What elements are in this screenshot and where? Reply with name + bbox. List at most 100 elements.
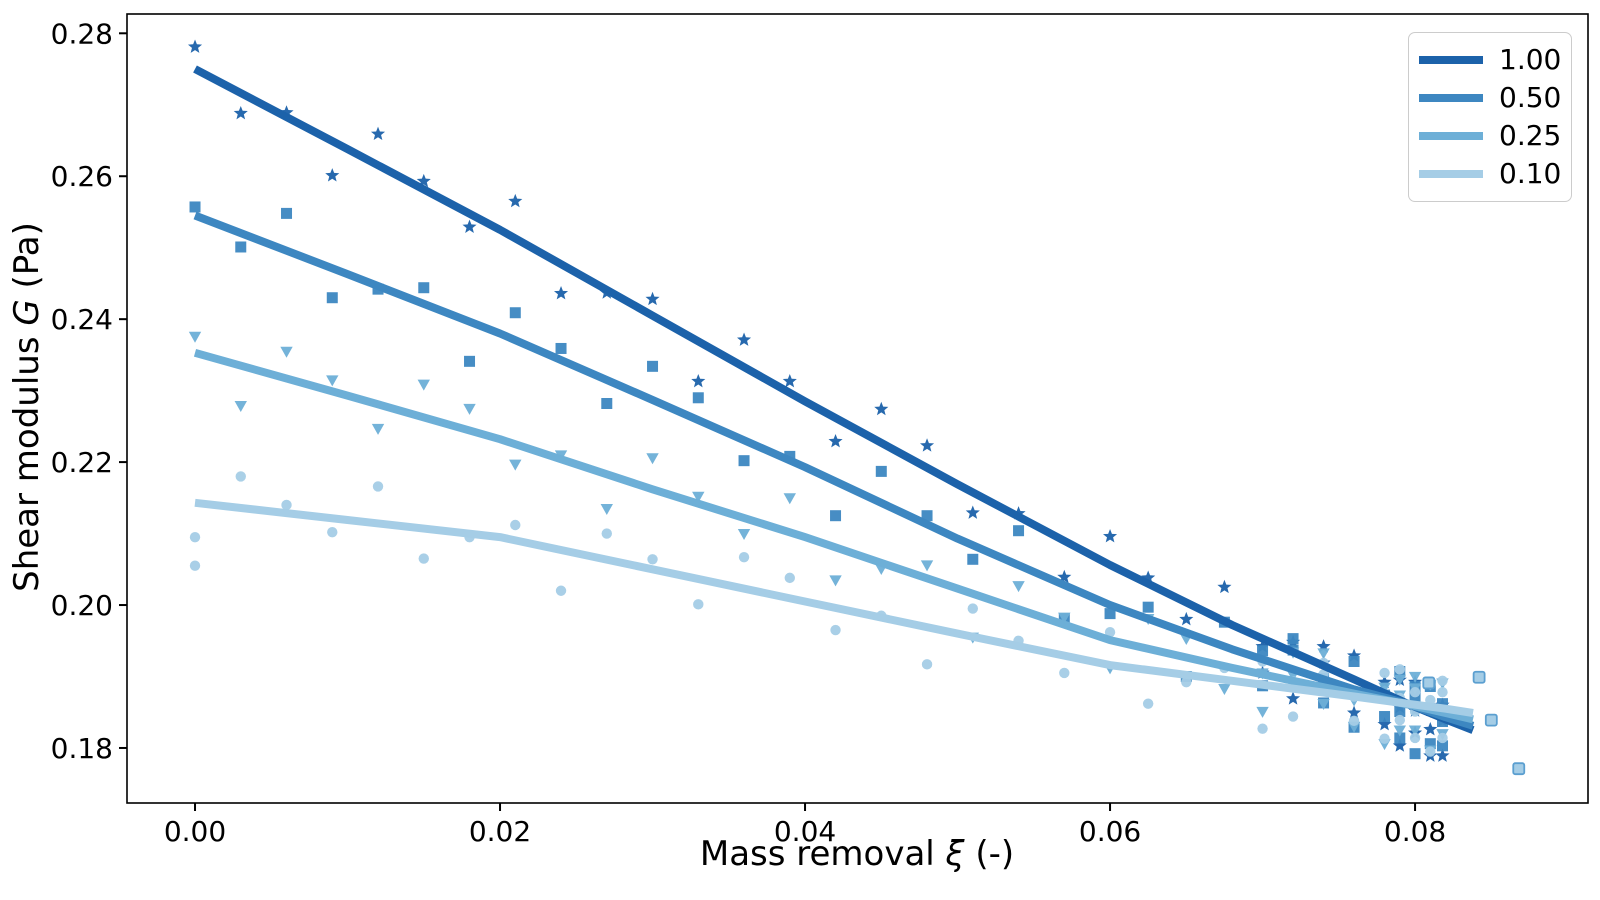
axis-ticks: 0.00 0.02 0.04 0.06 0.08 0.18 0.20 0.22 0.24 0.26… [51,17,1447,848]
scatter-point-circle [784,572,795,584]
scatter-point-star [1435,748,1450,762]
scatter-point-square [1348,655,1360,667]
scatter-point-star [1316,639,1331,653]
g-symbol: G [7,299,47,326]
legend-label-s010: 0.10 [1499,157,1562,190]
outlier-points [1422,670,1526,776]
legend-swatch-s100 [1419,56,1483,64]
legend-item-s025: 0.25 [1419,122,1571,150]
scatter-point-star [1377,674,1392,689]
scatter-series-s010 [189,471,1448,757]
scatter-point-circle [830,624,841,636]
legend-label-s025: 0.25 [1499,119,1562,152]
scatter-point-star [279,105,294,119]
scatter-point-star [691,373,706,388]
scatter-point-circle [1379,733,1390,744]
y-axis-label-text: Shear modulus [7,325,47,592]
x-axis-label: Mass removal ξ (-) [557,834,1157,874]
scatter-point-star [1347,648,1362,662]
scatter-point-triangle [1256,706,1269,718]
scatter-point-circle [1287,711,1299,722]
scatter-point-square [1394,732,1406,744]
scatter-point-star [1377,716,1392,731]
scatter-point-square [509,307,521,319]
scatter-point-triangle [1058,612,1071,624]
scatter-point-circle [1394,664,1406,675]
scatter-point-star [462,219,477,233]
scatter-point-star [1286,691,1301,705]
scatter-point-square [1142,601,1154,613]
scatter-point-square [1287,633,1299,645]
scatter-point-circle [921,659,933,670]
x-tick-label: 0.04 [774,815,836,848]
legend-item-s100: 1.00 [1419,46,1571,74]
scatter-point-circle [418,553,429,564]
scatter-point-square [647,360,659,372]
scatter-point-star [1057,569,1072,584]
scatter-point-triangle [188,331,202,343]
scatter-point-triangle [280,346,293,358]
trend-line-s010 [194,498,1474,717]
plot-area-border [126,13,1589,804]
legend-item-s010: 0.10 [1419,160,1571,188]
scatter-point-star [1423,721,1438,736]
scatter-point-circle [235,471,246,482]
y-axis-label: Shear modulus G (Pa) [7,107,53,707]
scatter-point-square [418,282,430,294]
scatter-point-circle [1142,698,1154,709]
y-tick-label: 0.22 [51,446,113,479]
scatter-point-star [737,332,752,346]
legend-swatch-s010 [1419,170,1483,178]
scatter-point-square [601,397,613,409]
scatter-point-triangle [600,503,613,515]
scatter-point-star [1141,570,1156,584]
scatter-point-circle [1181,677,1192,688]
scatter-point-circle [738,551,750,563]
scatter-point-square [1394,706,1406,718]
scatter-point-star [416,173,431,188]
xi-symbol: ξ [945,834,965,874]
scatter-point-triangle [783,493,796,505]
scatter-point-square [875,465,887,477]
scatter-point-star [508,193,523,208]
scatter-point-square [1424,738,1436,750]
scatter-point-square [967,553,979,565]
scatter-point-triangle [1378,682,1391,694]
scatter-point-triangle [1317,699,1330,711]
scatter-point-circle [647,554,658,565]
scatter-point-triangle [326,375,339,387]
scatter-point-star [187,39,203,53]
scatter-point-triangle [509,459,522,471]
scatter-point-square [1437,740,1449,752]
x-tick-label: 0.08 [1384,815,1446,848]
scatter-point-star [1347,705,1362,719]
scatter-point-star [874,401,889,416]
scatter-point-square [921,510,933,522]
scatter-point-star [1392,738,1407,752]
y-tick-label: 0.28 [51,17,113,50]
outlier-square [1422,676,1436,690]
scatter-point-square [692,392,704,404]
x-axis-label-unit: (-) [964,834,1015,874]
outlier-square [1484,713,1498,727]
scatter-point-star [645,291,660,306]
x-tick-label: 0.06 [1079,815,1141,848]
scatter-point-circle [281,499,292,511]
x-tick-label: 0.00 [164,815,226,848]
legend-label-s050: 0.50 [1499,81,1562,114]
scatter-point-triangle [646,453,659,465]
scatter-point-square [281,207,293,219]
scatter-point-triangle [417,379,430,391]
scatter-point-square [1409,748,1421,760]
scatter-point-square [830,510,842,522]
y-tick-label: 0.20 [51,589,113,622]
scatter-point-circle [1104,626,1116,638]
scatter-point-circle [1425,746,1436,757]
legend-item-s050: 0.50 [1419,84,1571,112]
outlier-square [1512,762,1526,776]
scatter-point-star [233,105,248,120]
scatter-point-square [1013,525,1025,537]
y-tick-label: 0.24 [51,303,113,336]
